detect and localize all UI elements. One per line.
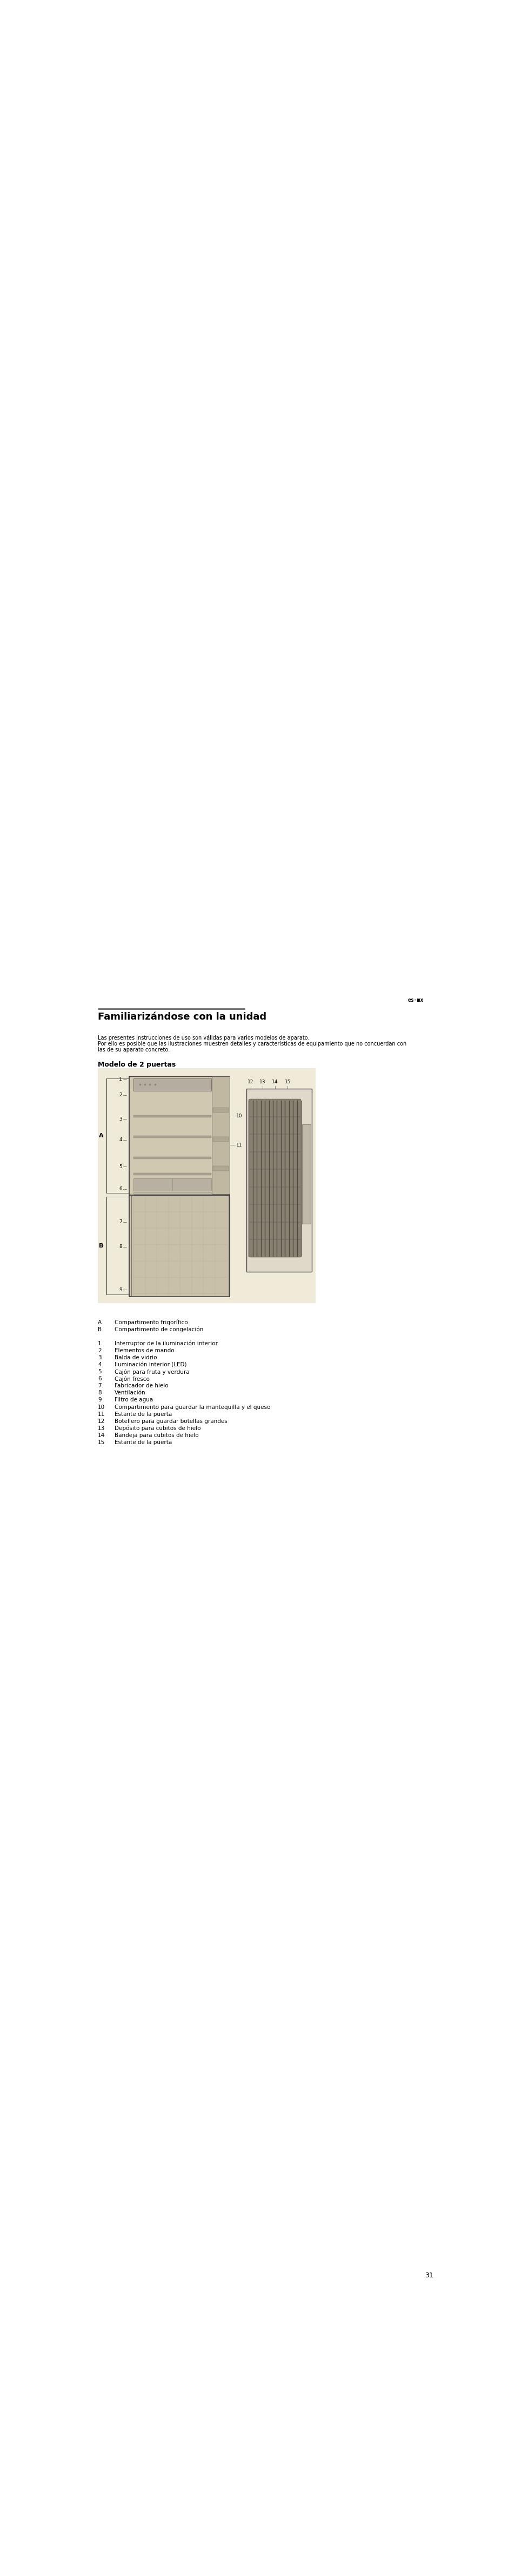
Text: 9: 9 <box>119 1288 122 1293</box>
Text: Interruptor de la iluminación interior: Interruptor de la iluminación interior <box>114 1340 218 1347</box>
Text: 11: 11 <box>98 1412 105 1417</box>
Text: 8: 8 <box>119 1244 122 1249</box>
Text: 3: 3 <box>98 1355 101 1360</box>
Text: Las presentes instrucciones de uso son válidas para varios modelos de aparato.: Las presentes instrucciones de uso son v… <box>98 1036 309 1041</box>
Text: 1: 1 <box>98 1340 101 1347</box>
Text: 10: 10 <box>98 1404 105 1409</box>
Text: 13: 13 <box>98 1425 105 1432</box>
Bar <box>133 1079 211 1090</box>
Text: Fabricador de hielo: Fabricador de hielo <box>114 1383 168 1388</box>
Text: Estante de la puerta: Estante de la puerta <box>114 1412 172 1417</box>
Text: 15: 15 <box>98 1440 105 1445</box>
Text: 8: 8 <box>98 1391 101 1396</box>
Text: 5: 5 <box>119 1164 122 1170</box>
Text: 9: 9 <box>98 1396 101 1404</box>
Text: 6: 6 <box>98 1376 101 1381</box>
Text: 7: 7 <box>119 1218 122 1224</box>
Text: Balda de vidrio: Balda de vidrio <box>114 1355 157 1360</box>
Bar <box>213 1167 228 1170</box>
Text: Modelo de 2 puertas: Modelo de 2 puertas <box>98 1061 176 1069</box>
Bar <box>213 1108 228 1113</box>
Text: Cajón fresco: Cajón fresco <box>114 1376 149 1381</box>
Text: A: A <box>98 1319 101 1324</box>
Text: 15: 15 <box>284 1079 290 1084</box>
Text: Familiarizándose con la unidad: Familiarizándose con la unidad <box>98 1012 266 1023</box>
Text: Ventilación: Ventilación <box>114 1391 146 1396</box>
Bar <box>129 1077 230 1296</box>
Text: 6: 6 <box>119 1188 122 1193</box>
Text: Filtro de agua: Filtro de agua <box>114 1396 153 1404</box>
Bar <box>248 1100 301 1257</box>
Text: 10: 10 <box>236 1113 242 1118</box>
Bar <box>246 1090 311 1273</box>
Text: 31: 31 <box>424 2272 433 2280</box>
Text: 14: 14 <box>272 1079 278 1084</box>
Text: 2: 2 <box>119 1092 122 1097</box>
Text: Estante de la puerta: Estante de la puerta <box>114 1440 172 1445</box>
Text: Elementos de mando: Elementos de mando <box>114 1347 174 1352</box>
Text: Botellero para guardar botellas grandes: Botellero para guardar botellas grandes <box>114 1419 227 1425</box>
Bar <box>133 1177 211 1190</box>
Text: 12: 12 <box>98 1419 105 1425</box>
Text: las de su aparato concreto.: las de su aparato concreto. <box>98 1048 170 1054</box>
Text: Cajón para fruta y verdura: Cajón para fruta y verdura <box>114 1368 190 1376</box>
Text: 14: 14 <box>98 1432 105 1437</box>
Text: B: B <box>98 1327 101 1332</box>
Bar <box>213 1136 228 1141</box>
Text: 5: 5 <box>98 1368 101 1376</box>
Text: Depósito para cubitos de hielo: Depósito para cubitos de hielo <box>114 1425 201 1432</box>
Bar <box>98 1069 315 1303</box>
Bar <box>212 1077 229 1195</box>
Text: 4: 4 <box>98 1363 101 1368</box>
Text: Compartimento frigorífico: Compartimento frigorífico <box>114 1319 188 1324</box>
Text: 2: 2 <box>98 1347 101 1352</box>
Text: 7: 7 <box>98 1383 101 1388</box>
Text: Por ello es posible que las ilustraciones muestren detalles y características de: Por ello es posible que las ilustracione… <box>98 1041 406 1046</box>
Text: es-mx: es-mx <box>407 997 423 1002</box>
Text: A: A <box>99 1133 104 1139</box>
Text: B: B <box>99 1244 104 1249</box>
Text: Compartimento para guardar la mantequilla y el queso: Compartimento para guardar la mantequill… <box>114 1404 270 1409</box>
Bar <box>131 1195 228 1296</box>
Text: 12: 12 <box>248 1079 253 1084</box>
Text: 3: 3 <box>119 1118 122 1121</box>
Text: Compartimento de congelación: Compartimento de congelación <box>114 1327 203 1332</box>
Text: 1: 1 <box>119 1077 122 1082</box>
Bar <box>302 1123 311 1224</box>
Text: Iluminación interior (LED): Iluminación interior (LED) <box>114 1363 186 1368</box>
Text: 11: 11 <box>236 1144 242 1146</box>
Text: Bandeja para cubitos de hielo: Bandeja para cubitos de hielo <box>114 1432 199 1437</box>
Text: 13: 13 <box>259 1079 265 1084</box>
Text: 4: 4 <box>119 1139 122 1141</box>
